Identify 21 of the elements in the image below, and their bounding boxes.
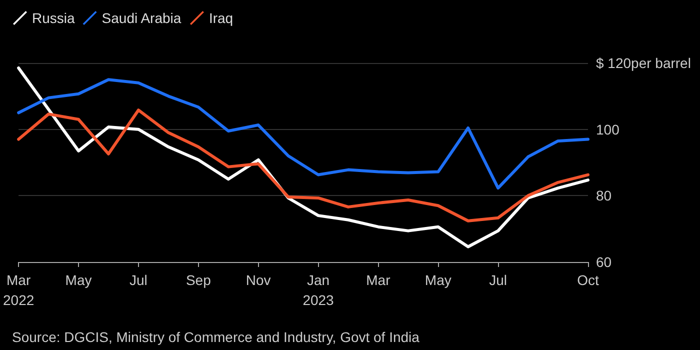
x-tick-label: Jul	[130, 272, 148, 288]
y-tick-label: 60	[596, 254, 612, 270]
y-tick-label: 80	[596, 188, 612, 204]
x-tick-label: Jan 2023	[302, 272, 334, 308]
line-series	[17, 66, 590, 248]
legend-label: Iraq	[208, 10, 234, 26]
x-tick-label: May	[424, 272, 452, 288]
x-tick-label: Jul	[489, 272, 508, 288]
x-tick-label: Oct	[577, 272, 599, 288]
x-tick-label: May	[65, 272, 92, 288]
x-tick-label: Sep	[186, 272, 212, 288]
x-tick-label: Nov	[246, 272, 271, 288]
source-note: Source: DGCIS, Ministry of Commerce and Industry, Govt of India	[12, 329, 420, 345]
y-tick-label: 100	[596, 121, 620, 138]
legend-label: Saudi Arabia	[102, 10, 182, 26]
x-tick-label: Mar	[366, 272, 391, 288]
legend-label: Russia	[32, 10, 76, 26]
line-series	[17, 108, 590, 222]
line-series	[17, 78, 590, 190]
y-tick-label: $ 120per barrel	[596, 55, 691, 71]
x-tick-label: Mar 2022	[2, 272, 34, 308]
